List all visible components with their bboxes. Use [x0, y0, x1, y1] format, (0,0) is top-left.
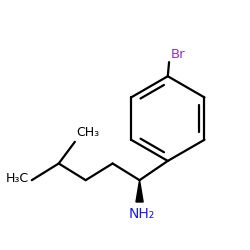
Text: H₃C: H₃C — [6, 172, 29, 186]
Polygon shape — [136, 180, 143, 202]
Text: Br: Br — [170, 48, 185, 61]
Text: CH₃: CH₃ — [76, 126, 99, 139]
Text: NH₂: NH₂ — [129, 206, 155, 220]
